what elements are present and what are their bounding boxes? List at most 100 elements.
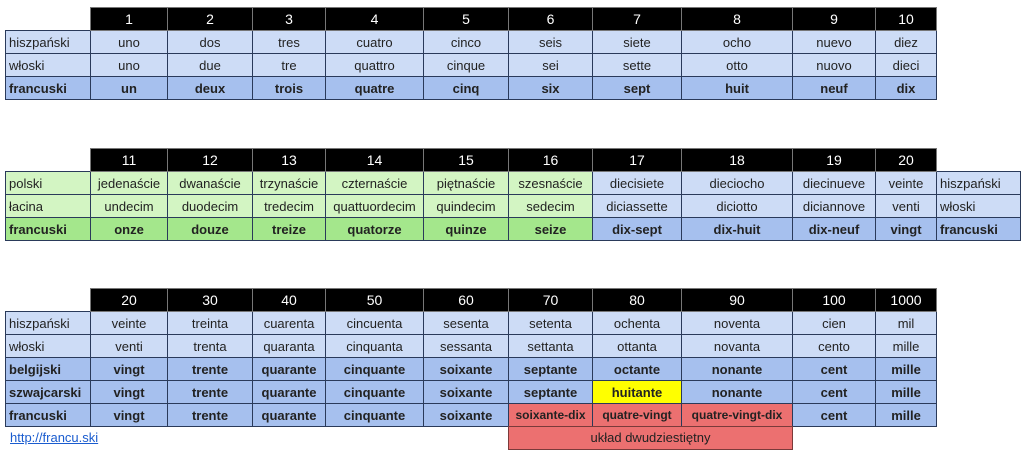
number-word-cell: huit xyxy=(681,76,793,100)
table-row: hiszpański uno dos tres cuatro cinco seis siete… xyxy=(5,30,937,54)
header-number: 14 xyxy=(325,148,424,172)
row-language-label: belgijski xyxy=(5,357,91,381)
number-word-cell: jedenaście xyxy=(90,171,168,195)
number-word-cell: sesenta xyxy=(423,311,509,335)
header-number: 70 xyxy=(508,288,593,312)
number-word-cell: cent xyxy=(792,380,876,404)
number-word-cell: septante xyxy=(508,357,593,381)
number-word-cell: cincuenta xyxy=(325,311,424,335)
source-link[interactable]: http://francu.ski xyxy=(10,430,99,445)
number-word-cell: cinquante xyxy=(325,403,424,427)
number-word-cell: venti xyxy=(90,334,168,358)
header-number: 90 xyxy=(681,288,793,312)
table-row: hiszpański veinte treinta cuarenta cincuenta… xyxy=(5,311,937,335)
number-word-cell: ottanta xyxy=(592,334,682,358)
header-number: 80 xyxy=(592,288,682,312)
empty-corner xyxy=(6,8,91,31)
header-number: 60 xyxy=(423,288,509,312)
header-number: 2 xyxy=(167,7,253,31)
number-word-cell: cinquanta xyxy=(325,334,424,358)
vigesimal-note: układ dwudziestiętny xyxy=(508,426,793,450)
number-word-cell: septante xyxy=(508,380,593,404)
header-number: 20 xyxy=(875,148,937,172)
number-word-cell: diciassette xyxy=(592,194,682,218)
number-word-cell: diez xyxy=(875,30,937,54)
number-word-cell: dos xyxy=(167,30,253,54)
number-word-cell: diecinueve xyxy=(792,171,876,195)
header-number: 100 xyxy=(792,288,876,312)
header-number: 17 xyxy=(592,148,682,172)
number-word-cell: cinco xyxy=(423,30,509,54)
number-word-cell: quatre-vingt-dix xyxy=(681,403,793,427)
header-number: 8 xyxy=(681,7,793,31)
number-word-cell: trois xyxy=(252,76,326,100)
number-word-cell: vingt xyxy=(90,357,168,381)
table-tens: 20 30 40 50 60 70 80 90 100 1000 hiszpański veinte t… xyxy=(5,288,937,427)
number-word-cell: vingt xyxy=(90,403,168,427)
number-word-cell: quattuordecim xyxy=(325,194,424,218)
number-word-cell: trente xyxy=(167,403,253,427)
number-word-cell: nuevo xyxy=(792,30,876,54)
number-word-cell: soixante xyxy=(423,380,509,404)
table-row: francuski onze douze treize quatorze quinze se… xyxy=(5,217,1021,241)
number-word-cell: piętnaście xyxy=(423,171,509,195)
row-language-label: hiszpański xyxy=(5,311,91,335)
number-word-cell: soixante xyxy=(423,357,509,381)
number-word-cell: veinte xyxy=(90,311,168,335)
number-word-cell: cinq xyxy=(423,76,509,100)
number-word-cell: quatre-vingt xyxy=(592,403,682,427)
number-word-cell: dix-sept xyxy=(592,217,682,241)
number-word-cell: treize xyxy=(252,217,326,241)
number-word-cell: mille xyxy=(875,357,937,381)
row-language-label-right: hiszpański xyxy=(936,171,1021,195)
number-word-cell: due xyxy=(167,53,253,77)
header-number: 1000 xyxy=(875,288,937,312)
number-word-cell: quatorze xyxy=(325,217,424,241)
number-word-cell: diecisiete xyxy=(592,171,682,195)
row-language-label: francuski xyxy=(5,217,91,241)
header-number: 11 xyxy=(90,148,168,172)
number-word-cell: cinque xyxy=(423,53,509,77)
number-word-cell: siete xyxy=(592,30,682,54)
number-word-cell: quarante xyxy=(252,357,326,381)
number-word-cell: treinta xyxy=(167,311,253,335)
number-word-cell: quinze xyxy=(423,217,509,241)
number-word-cell: seize xyxy=(508,217,593,241)
number-word-cell: dieciocho xyxy=(681,171,793,195)
table-1-10: 1 2 3 4 5 6 7 8 9 10 hiszpański uno dos tres cuatro cin… xyxy=(5,7,937,100)
number-word-cell: trenta xyxy=(167,334,253,358)
row-language-label: hiszpański xyxy=(5,30,91,54)
table-row: łacina undecim duodecim tredecim quattuordec… xyxy=(5,194,1021,218)
number-word-cell: sept xyxy=(592,76,682,100)
row-language-label: włoski xyxy=(5,334,91,358)
number-word-cell: cent xyxy=(792,403,876,427)
number-word-cell: cinquante xyxy=(325,380,424,404)
header-number: 1 xyxy=(90,7,168,31)
number-word-cell: diciannove xyxy=(792,194,876,218)
number-word-cell: uno xyxy=(90,30,168,54)
header-number: 6 xyxy=(508,7,593,31)
number-word-cell: dix xyxy=(875,76,937,100)
number-word-cell: cuarenta xyxy=(252,311,326,335)
header-row: 1 2 3 4 5 6 7 8 9 10 xyxy=(6,7,937,31)
empty-corner xyxy=(6,149,91,172)
number-word-cell: ocho xyxy=(681,30,793,54)
number-word-cell: douze xyxy=(167,217,253,241)
number-word-cell: soixante xyxy=(423,403,509,427)
number-word-cell: trente xyxy=(167,357,253,381)
number-word-cell: trente xyxy=(167,380,253,404)
number-word-cell: novanta xyxy=(681,334,793,358)
number-word-cell: huitante xyxy=(592,380,682,404)
header-number: 10 xyxy=(875,7,937,31)
header-number: 12 xyxy=(167,148,253,172)
number-word-cell: cuatro xyxy=(325,30,424,54)
number-word-cell: sessanta xyxy=(423,334,509,358)
header-number: 18 xyxy=(681,148,793,172)
number-word-cell: diciotto xyxy=(681,194,793,218)
number-word-cell: tres xyxy=(252,30,326,54)
header-number: 15 xyxy=(423,148,509,172)
number-word-cell: undecim xyxy=(90,194,168,218)
header-number: 40 xyxy=(252,288,326,312)
number-word-cell: nonante xyxy=(681,357,793,381)
number-word-cell: duodecim xyxy=(167,194,253,218)
